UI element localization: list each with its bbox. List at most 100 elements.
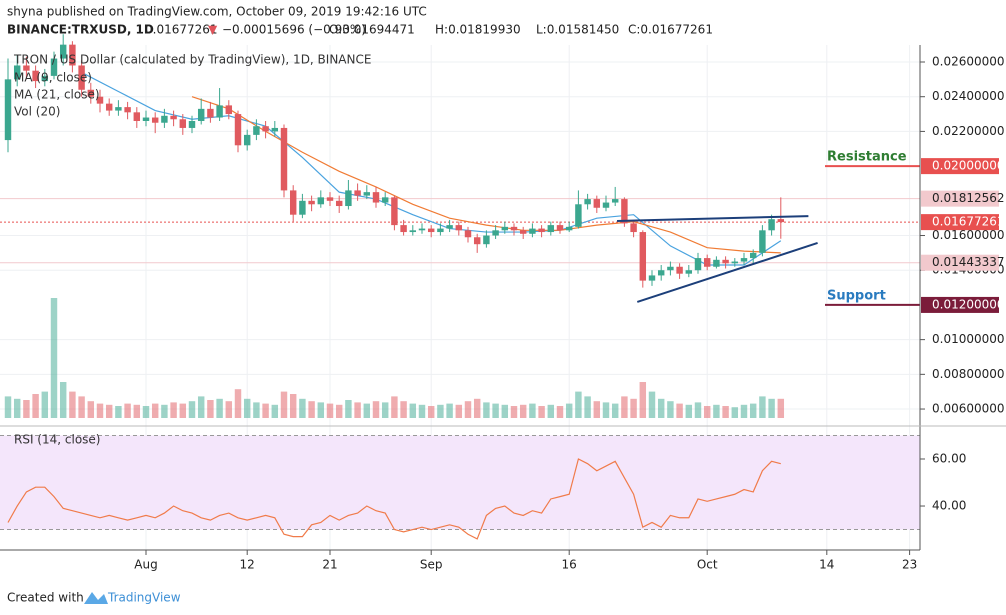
volume-bar (529, 403, 536, 418)
volume-bar (685, 404, 693, 418)
low: L:0.01581450 (536, 23, 619, 37)
volume-bar (133, 404, 141, 418)
x-tick-label: 14 (819, 558, 834, 572)
candle-body (685, 270, 693, 274)
candle-body (280, 127, 288, 191)
candle-body (749, 252, 757, 259)
symbol: BINANCE:TRXUSD, 1D (7, 23, 154, 37)
candle-body (179, 119, 187, 128)
candle-body (372, 192, 380, 203)
candle-body (418, 228, 426, 231)
volume-bar (216, 398, 223, 418)
volume-bar (621, 396, 628, 418)
y-tick-label: 0.02600000 (932, 55, 1005, 69)
candle-body (602, 202, 610, 208)
candle-body (464, 230, 472, 238)
volume-bar (179, 403, 187, 418)
y-tick-label: 0.00800000 (932, 367, 1005, 381)
price-tag (921, 296, 999, 313)
volume-bar (547, 404, 555, 418)
volume-bar (391, 396, 398, 418)
volume-bar (676, 403, 683, 418)
candle-body (400, 225, 407, 233)
x-tick-label: Oct (697, 558, 718, 572)
candle-body (446, 225, 453, 229)
volume-bar (602, 402, 610, 418)
y-tick-label: 0.02200000 (932, 124, 1005, 138)
volume-bar (354, 402, 361, 418)
ma-line (191, 96, 781, 254)
candle-body (483, 235, 490, 245)
candle-body (676, 266, 683, 274)
candle-body (234, 114, 242, 146)
volume-bar (363, 403, 371, 418)
close: C:0.01677261 (628, 23, 713, 37)
candle-body (575, 204, 582, 227)
x-tick-label: 21 (322, 558, 337, 572)
volume-bar (694, 402, 702, 418)
volume-bar (207, 400, 214, 418)
volume-bar (492, 403, 499, 418)
candle-body (96, 96, 104, 104)
footer-brand: TradingView (107, 591, 181, 605)
volume-bar (87, 401, 95, 418)
candle-body (427, 228, 435, 233)
price-tag-label: 0.01677261 (932, 215, 1005, 229)
candle-body (759, 230, 766, 253)
candle-body (777, 219, 785, 223)
volume-bar (32, 394, 39, 418)
rsi-tick-label: 60.00 (932, 451, 966, 465)
candle-body (409, 230, 417, 233)
y-tick-label: 0.00600000 (932, 402, 1005, 416)
volume-bar (584, 396, 591, 418)
volume-bar (59, 382, 67, 418)
candle-body (391, 197, 398, 226)
volume-bar (409, 403, 417, 418)
y-tick-label: 0.01000000 (932, 332, 1005, 346)
candle-body (151, 117, 159, 123)
candle-body (271, 127, 279, 132)
volume-bar (78, 396, 85, 418)
price-tag (921, 158, 999, 175)
volume-bar (372, 401, 380, 418)
candle-body (519, 230, 527, 234)
candle-body (621, 199, 628, 224)
candle-body (694, 258, 702, 271)
candle-body (262, 126, 269, 132)
volume-bar (455, 404, 463, 418)
candle-body (289, 190, 297, 215)
direction: ▼ (208, 23, 218, 37)
volume-bar (299, 398, 306, 418)
candle-body (740, 258, 748, 262)
volume-bar (115, 406, 122, 418)
volume-bar (151, 403, 159, 418)
volume-bar (749, 403, 757, 418)
volume-bar (556, 406, 564, 418)
volume-bar (759, 396, 766, 418)
volume-bar (170, 402, 177, 418)
volume-bar (400, 401, 407, 418)
volume-bar (262, 403, 269, 418)
candle-body (703, 258, 711, 267)
volume-bar (317, 402, 325, 418)
volume-bar (23, 400, 30, 418)
candle-body (630, 223, 637, 233)
candle-body (657, 270, 665, 276)
volume-bar (777, 398, 785, 418)
volume-bar (648, 391, 656, 418)
candle-body (59, 44, 67, 59)
candle-body (667, 266, 674, 271)
volume-bar (427, 406, 435, 418)
volume-bar (483, 402, 490, 418)
volume-bar (740, 404, 748, 418)
candle-body (584, 199, 591, 205)
volume-bar (188, 401, 196, 418)
candle-body (713, 259, 720, 267)
candle-body (565, 226, 573, 231)
candle-body (299, 200, 306, 215)
candle-body (335, 200, 343, 207)
volume-bar (768, 398, 775, 418)
volume-bar (667, 401, 674, 418)
price-tag (921, 190, 999, 207)
volume-bar (225, 401, 233, 418)
